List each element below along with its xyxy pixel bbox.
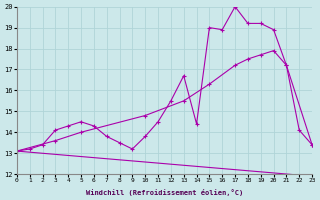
X-axis label: Windchill (Refroidissement éolien,°C): Windchill (Refroidissement éolien,°C) xyxy=(86,189,243,196)
